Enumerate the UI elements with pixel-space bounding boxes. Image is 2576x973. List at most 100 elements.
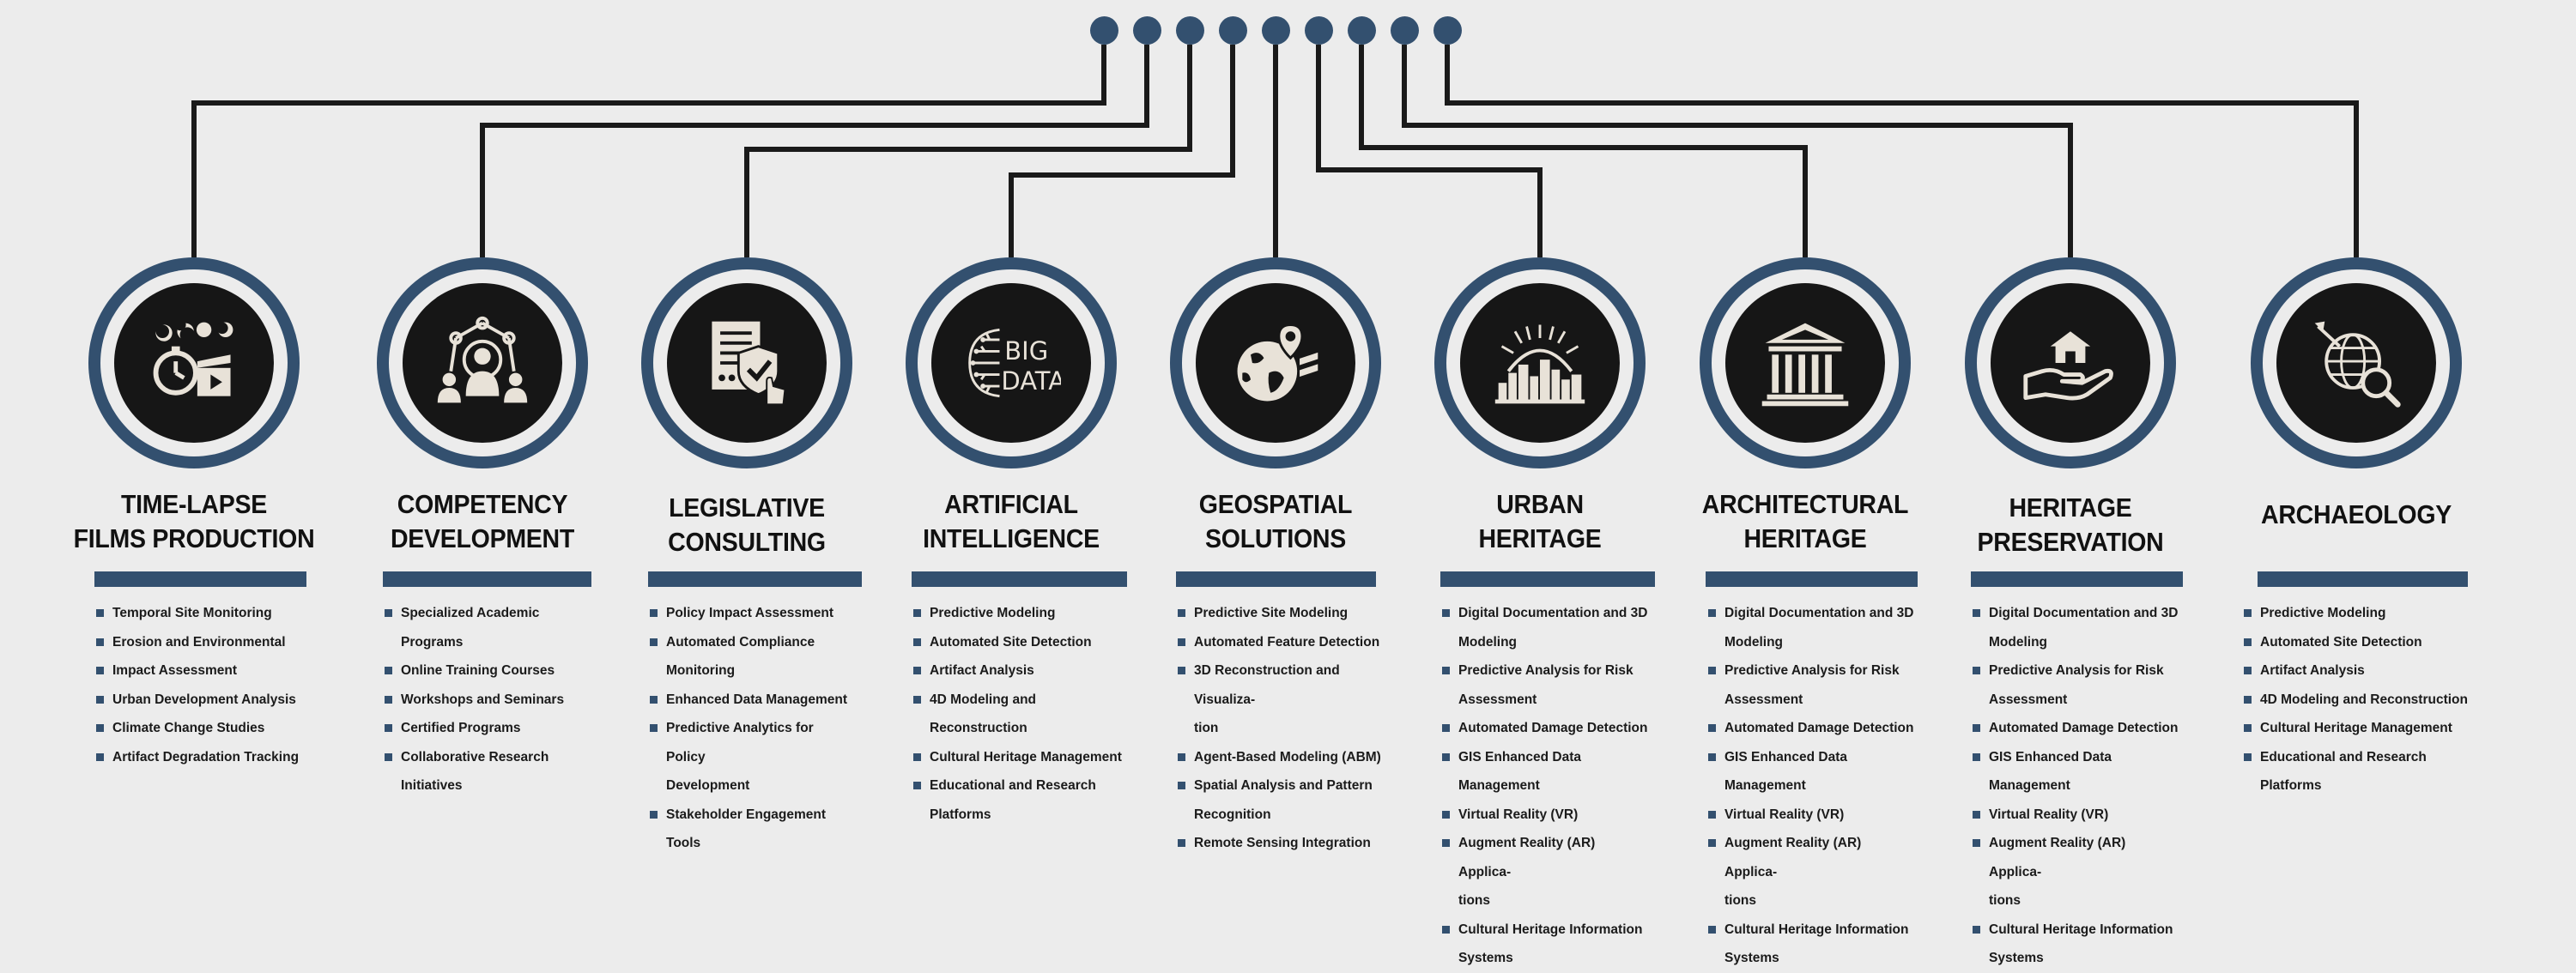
globe-magnifier-icon xyxy=(2314,321,2401,408)
list-item: Predictive Modeling xyxy=(2244,599,2469,628)
hub-dot xyxy=(1304,16,1333,45)
connector-line xyxy=(480,45,1149,257)
list-item-text: 4D Modeling and Reconstruction xyxy=(930,692,1036,736)
category-badge xyxy=(1170,257,1381,468)
category-title: COMPETENCY DEVELOPMENT xyxy=(390,489,575,553)
list-item: Cultural Heritage Management xyxy=(913,743,1128,772)
list-item: Predictive Modeling xyxy=(913,599,1128,628)
list-item-text: Automated Damage Detection xyxy=(1989,721,2179,735)
list-item-text: Stakeholder Engagement Tools xyxy=(666,807,827,851)
list-item: Certified Programs xyxy=(385,714,599,743)
list-item: Climate Change Studies xyxy=(96,714,319,743)
connector-line xyxy=(1009,45,1235,257)
connector-line xyxy=(1359,45,1808,257)
category-title: HERITAGE PRESERVATION xyxy=(1977,493,2164,557)
list-item-text: Artifact Analysis xyxy=(930,663,1034,678)
title-underline-bar xyxy=(1706,571,1918,587)
category-title: ARCHITECTURAL HERITAGE xyxy=(1701,489,1909,553)
category-badge: BIG DATA xyxy=(906,257,1117,468)
list-item: Virtual Reality (VR) xyxy=(1442,801,1648,830)
list-item-text: Predictive Analysis for Risk xyxy=(1989,663,2164,678)
list-item: Remote Sensing Integration xyxy=(1178,829,1384,858)
title-underline-bar xyxy=(1440,571,1655,587)
list-item: 4D Modeling and Reconstruction xyxy=(2244,686,2469,715)
list-item: Enhanced Data Management xyxy=(650,686,856,715)
list-item-text: Augment Reality (AR) Applica- xyxy=(1989,836,2126,879)
time-lapse-stopwatch-icon xyxy=(153,322,233,396)
list-item-text: tions xyxy=(1724,893,1757,908)
big-data-icon: BIG DATA xyxy=(968,328,1061,398)
list-item-text: Cultural Heritage Management xyxy=(2260,721,2452,735)
list-item-text: Predictive Modeling xyxy=(2260,606,2386,620)
list-item: 4D Modeling and Reconstruction xyxy=(913,686,1128,743)
list-item-text: tions xyxy=(1989,893,2021,908)
list-item: Temporal Site Monitoring xyxy=(96,599,319,628)
list-item-text: Automated Compliance xyxy=(666,634,815,650)
list-item-text: Systems xyxy=(1989,951,2044,965)
list-item: Artifact Analysis xyxy=(2244,656,2469,686)
list-item-text: GIS Enhanced Data Management xyxy=(1989,749,2112,794)
list-item-text: GIS Enhanced Data Management xyxy=(1724,749,1847,794)
list-item-text: Predictive Modeling xyxy=(930,606,1056,620)
category-title: GEOSPATIAL SOLUTIONS xyxy=(1198,489,1353,553)
title-underline-bar xyxy=(2258,571,2468,587)
hand-house-icon xyxy=(2023,331,2113,401)
list-item-text: tions xyxy=(1458,893,1491,908)
list-item-text: Erosion and Environmental xyxy=(112,634,286,650)
list-item-text: Cultural Heritage Information xyxy=(1458,922,1643,937)
icon-text: DATA xyxy=(1001,366,1061,396)
list-item-text: Platforms xyxy=(930,807,991,822)
hub-dot xyxy=(1218,16,1247,45)
list-item: Cultural Heritage Information Systems xyxy=(1708,916,1914,973)
item-list: Specialized Academic Programs Online Trai… xyxy=(385,599,599,801)
list-item-text: 4D Modeling and Reconstruction xyxy=(2260,692,2468,707)
list-item-text: Automated Site Detection xyxy=(2260,634,2422,650)
list-item: Artifact Degradation Tracking xyxy=(96,743,319,772)
title-underline-bar xyxy=(1176,571,1376,587)
list-item: Collaborative Research Initiatives xyxy=(385,743,599,801)
list-item: Cultural Heritage Management xyxy=(2244,714,2469,743)
item-list: Policy Impact Assessment Automated Compli… xyxy=(650,599,856,858)
list-item: Educational and Research Platforms xyxy=(2244,743,2469,801)
hub-dot xyxy=(1132,16,1161,45)
list-item: Policy Impact Assessment xyxy=(650,599,856,628)
list-item: Workshops and Seminars xyxy=(385,686,599,715)
title-underline-bar xyxy=(648,571,862,587)
list-item: Digital Documentation and 3D Modeling xyxy=(1442,599,1648,656)
item-list: Temporal Site Monitoring Erosion and Envi… xyxy=(96,599,319,771)
list-item: Augment Reality (AR) Applica-tions xyxy=(1708,829,1914,916)
list-item-text: Cultural Heritage Management xyxy=(930,749,1122,764)
list-item-text: GIS Enhanced Data Management xyxy=(1458,749,1581,794)
list-item: Online Training Courses xyxy=(385,656,599,686)
item-list: Predictive Site Modeling Automated Featur… xyxy=(1178,599,1384,858)
list-item-text: Digital Documentation and 3D xyxy=(1724,606,1914,620)
list-item-text: Modeling xyxy=(1724,634,1784,650)
list-item-text: Temporal Site Monitoring xyxy=(112,606,272,620)
list-item: Automated Feature Detection xyxy=(1178,628,1384,657)
list-item: GIS Enhanced Data Management xyxy=(1973,743,2179,801)
list-item: Digital Documentation and 3D Modeling xyxy=(1708,599,1914,656)
hub-dot xyxy=(1433,16,1462,45)
list-item-text: Educational and Research xyxy=(930,778,1096,793)
list-item: Educational and Research Platforms xyxy=(913,771,1128,829)
item-list: Predictive Modeling Automated Site Detect… xyxy=(2244,599,2469,801)
category-badge xyxy=(88,257,300,468)
list-item-text: Policy Impact Assessment xyxy=(666,606,833,620)
list-item: GIS Enhanced Data Management xyxy=(1708,743,1914,801)
list-item: Automated Compliance Monitoring xyxy=(650,628,856,686)
connector-line xyxy=(1402,45,2073,257)
list-item-text: Online Training Courses xyxy=(401,663,555,678)
item-list: Predictive Modeling Automated Site Detect… xyxy=(913,599,1128,829)
list-item-text: Platforms xyxy=(2260,778,2322,793)
list-item-text: Educational and Research xyxy=(2260,749,2427,764)
list-item-text: Climate Change Studies xyxy=(112,721,265,735)
list-item-text: Augment Reality (AR) Applica- xyxy=(1458,836,1596,879)
list-item-text: Virtual Reality (VR) xyxy=(1458,807,1579,822)
list-item-text: Artifact Analysis xyxy=(2260,663,2365,678)
list-item-text: Specialized Academic Programs xyxy=(401,606,540,650)
classical-building-icon xyxy=(1761,323,1849,407)
title-underline-bar xyxy=(383,571,591,587)
list-item: Erosion and Environmental xyxy=(96,628,319,657)
category-title: TIME-LAPSE FILMS PRODUCTION xyxy=(73,489,315,553)
connector-line xyxy=(744,45,1192,257)
